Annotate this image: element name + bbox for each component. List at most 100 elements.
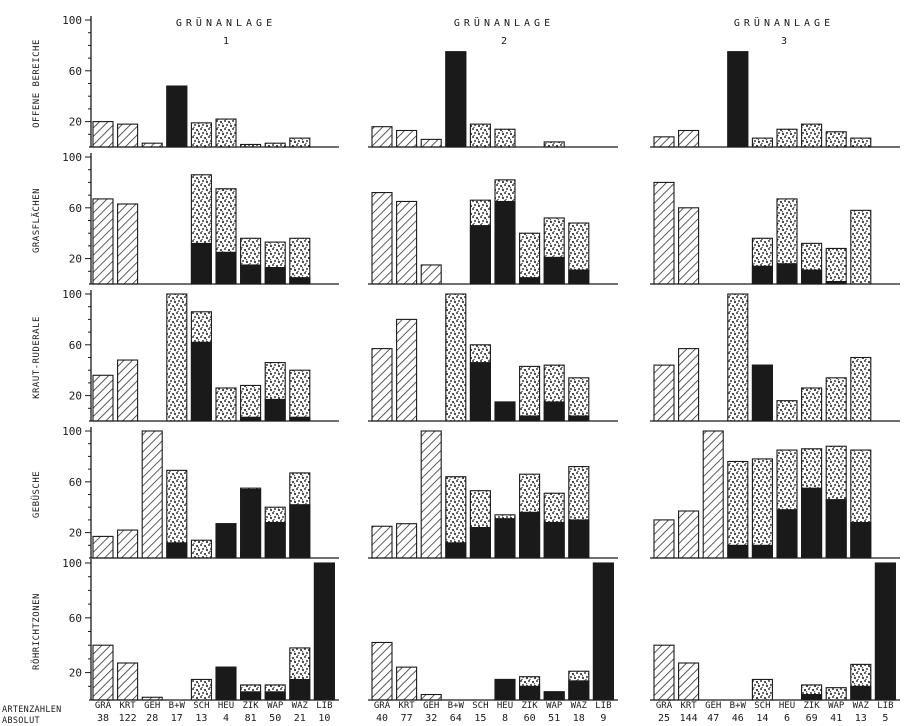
bar-zik-solid [801,694,823,701]
bar-wap-solid [543,256,565,285]
category-label: LIB [595,701,611,711]
bar-geh-total [420,264,442,285]
row-label: KRAUT-RUDERALE [32,316,42,399]
bar-wap-solid [264,398,286,422]
bar-heu-solid [215,251,237,285]
bar-bww-solid [166,542,188,559]
bar-waz-total [568,377,590,422]
count-label: 13 [855,713,867,724]
count-label: 18 [573,713,585,724]
count-label: 81 [245,713,257,724]
bar-waz-solid [289,504,311,559]
bar-krt-total [396,129,418,148]
count-label: 144 [680,713,698,724]
bar-waz-solid [568,269,590,285]
bar-heu-solid [215,666,237,701]
category-label: ZIK [803,701,820,711]
count-label: 6 [784,713,790,724]
panel-title: GRÜNANLAGE [734,16,834,29]
bar-sch-solid [751,265,773,285]
bar-sch-solid [190,242,212,285]
bar-waz-total [850,209,872,285]
bar-sch-solid [469,225,491,285]
category-label: GRÄ [656,700,673,711]
footer-counts-label: ARTENZAHLEN [2,705,62,715]
category-label: KRT [680,701,697,711]
category-label: GEH [144,701,160,711]
bar-waz-solid [568,519,590,559]
bar-grä-total [371,348,393,422]
panel-number: 3 [781,36,787,47]
category-label: KRT [398,701,415,711]
count-label: 51 [548,713,560,724]
count-label: 4 [223,713,229,724]
bar-wap-solid [264,691,286,701]
bar-krt-total [396,318,418,422]
category-label: WAP [828,701,845,711]
bar-bww-solid [727,51,749,148]
category-label: KRT [119,701,136,711]
count-label: 32 [425,713,437,724]
y-tick-label: 20 [69,667,82,680]
row-label: GRASFLÄCHEN [31,188,42,253]
bar-sch-solid [190,341,212,422]
bar-zik-solid [240,691,262,701]
y-tick-label: 100 [62,557,82,570]
count-label: 50 [269,713,281,724]
bar-lib-solid [592,562,614,701]
bar-sch-total [751,458,773,559]
y-tick-label: 60 [69,476,82,489]
bar-bww-solid [445,542,467,559]
bar-geh-total [141,430,163,559]
bar-wap-total [825,377,847,422]
bar-zik-solid [519,511,541,559]
bar-wap-solid [264,521,286,559]
y-tick-label: 60 [69,612,82,625]
category-label: GEH [705,701,721,711]
category-label: LIB [316,701,332,711]
bar-sch-total [190,539,212,559]
category-label: GRÄ [95,700,112,711]
bar-geh-total [420,138,442,148]
bar-zik-solid [240,264,262,285]
bar-zik-total [519,365,541,422]
footer-absolute-label: ABSOLUT [2,716,40,726]
y-tick-label: 20 [69,116,82,129]
bar-wap-solid [543,691,565,701]
bar-heu-total [776,400,798,422]
y-tick-label: 60 [69,339,82,352]
category-label: HEU [218,701,234,711]
bar-bww-solid [166,85,188,148]
bar-grä-total [653,136,675,148]
count-label: 122 [119,713,137,724]
bar-grä-total [371,126,393,148]
bar-waz-total [850,137,872,148]
bar-sch-solid [751,544,773,559]
bar-grä-total [92,121,114,148]
bar-heu-solid [494,401,516,422]
category-label: ZIK [242,701,259,711]
panel-number: 1 [223,36,229,47]
bar-heu-solid [776,263,798,285]
bar-waz-total [289,237,311,285]
bar-grä-total [371,641,393,701]
category-label: B+W [448,701,465,711]
count-label: 47 [707,713,719,724]
y-tick-label: 100 [62,151,82,164]
bar-waz-total [289,137,311,148]
panel-title: GRÜNANLAGE [176,16,276,29]
count-label: 21 [294,713,306,724]
count-label: 5 [882,713,888,724]
bar-wap-solid [825,499,847,559]
bar-sch-total [751,137,773,148]
category-label: HEU [779,701,795,711]
count-label: 13 [195,713,207,724]
y-tick-label: 60 [69,65,82,78]
category-label: ZIK [521,701,538,711]
count-label: 28 [146,713,158,724]
axes-layer [85,16,900,701]
bar-zik-solid [801,269,823,285]
bar-sch-solid [751,364,773,422]
row-label: GEBÜSCHE [31,471,42,518]
